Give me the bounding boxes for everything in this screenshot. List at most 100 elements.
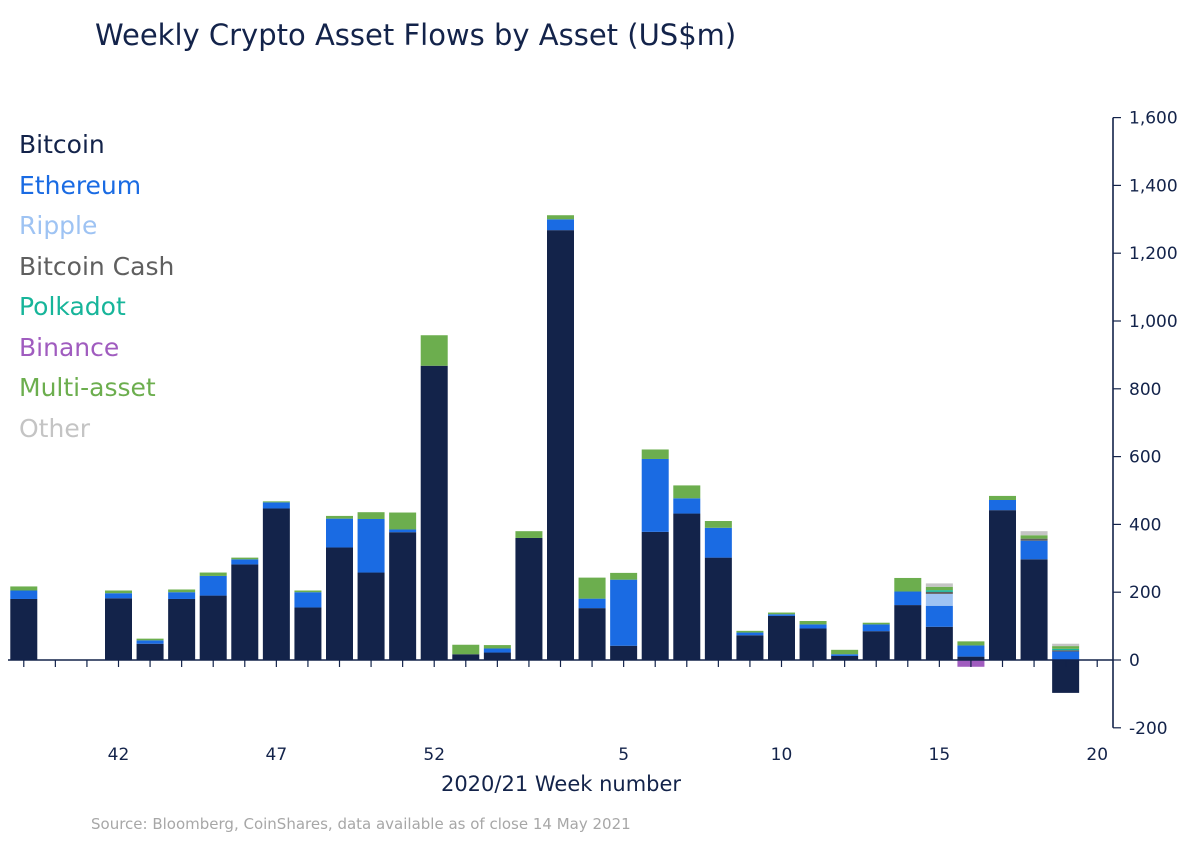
legend-item-other: Other	[19, 413, 90, 443]
bar-ethereum-week-42	[105, 593, 132, 599]
y-tick-label-1600: 1,600	[1129, 109, 1178, 129]
bar-multi-asset-week-4	[578, 577, 606, 599]
bar-bitcoin-week-7	[673, 513, 701, 660]
bar-ethereum-week-43	[136, 640, 164, 644]
bar-multi-asset-week-46	[231, 557, 259, 560]
bar-ethereum-week-14	[894, 591, 922, 606]
bar-other-week-18	[1020, 531, 1048, 536]
bar-multi-asset-week-44	[168, 589, 196, 593]
legend-item-polkadot: Polkadot	[19, 292, 126, 321]
bar-bitcoin-week-49	[326, 547, 353, 660]
bar-bitcoin-week-43	[136, 643, 164, 660]
bar-bitcoin-week-12	[831, 655, 859, 660]
bar-bitcoin-week-51	[389, 532, 417, 660]
bar-ethereum-week-45	[199, 575, 227, 596]
bar-multi-asset-week-2	[515, 531, 543, 538]
legend-item-ethereum: Ethereum	[19, 170, 142, 200]
bar-bitcoin-week-11	[799, 628, 827, 660]
bar-multi-asset-week-15	[925, 586, 953, 591]
bar-ethereum-week-5	[610, 579, 638, 646]
bar-ethereum-week-50	[357, 518, 385, 573]
bar-bitcoin-week-4	[578, 608, 606, 660]
bar-bitcoin-week-42	[105, 598, 132, 660]
bar-bitcoin-week-44	[168, 598, 196, 660]
bar-multi-asset-week-14	[894, 577, 922, 592]
x-tick-label-10: 10	[771, 745, 793, 765]
bar-ethereum-week-19	[1052, 651, 1080, 660]
bar-bitcoin-week-18	[1020, 559, 1048, 660]
bar-ethereum-week-51	[389, 529, 417, 533]
bar-ethereum-week-1	[483, 648, 511, 653]
bar-multi-asset-week-5	[610, 572, 638, 580]
bar-bitcoin-week-17	[989, 510, 1016, 660]
bar-ethereum-week-47	[262, 502, 290, 509]
bar-ethereum-week-49	[326, 518, 353, 548]
bar-multi-asset-week-53	[452, 644, 480, 655]
bar-bitcoin-week-14	[894, 605, 922, 660]
bar-ethereum-week-48	[294, 592, 322, 608]
bar-ethereum-week-12	[831, 654, 859, 656]
bar-ethereum-week-16	[957, 645, 985, 657]
bar-polkadot-week-19	[1052, 648, 1080, 651]
x-axis-label: 2020/21 Week number	[440, 772, 682, 796]
bar-bitcoin-week-45	[199, 595, 227, 660]
chart-title: Weekly Crypto Asset Flows by Asset (US$m…	[95, 18, 737, 52]
bar-ethereum-week-9	[736, 632, 764, 636]
bar-multi-asset-week-39	[10, 586, 38, 591]
legend-item-ripple: Ripple	[19, 211, 98, 240]
bar-other-week-19	[1052, 643, 1080, 647]
bar-ethereum-week-39	[10, 590, 38, 599]
bar-bitcoin-week-9	[736, 635, 764, 660]
bar-multi-asset-week-51	[389, 512, 417, 530]
bar-multi-asset-week-7	[673, 485, 701, 499]
bar-multi-asset-week-43	[136, 638, 164, 641]
x-tick-label-42: 42	[108, 745, 130, 765]
x-tick-label-47: 47	[266, 745, 288, 765]
bar-bitcoin-week-53	[452, 654, 480, 660]
bar-ethereum-week-3	[547, 219, 574, 231]
bar-multi-asset-week-49	[326, 515, 353, 519]
bar-ethereum-week-11	[799, 624, 827, 629]
bar-multi-asset-week-18	[1020, 535, 1048, 539]
bar-other-week-15	[925, 583, 953, 587]
bar-bitcoin-cash-week-15	[925, 591, 953, 594]
x-tick-label-20: 20	[1086, 745, 1108, 765]
bar-ethereum-week-6	[641, 458, 669, 532]
bar-bitcoin-cash-week-19	[1052, 650, 1080, 652]
legend-item-bitcoin-cash: Bitcoin Cash	[19, 251, 175, 281]
bar-bitcoin-week-39	[10, 598, 38, 660]
bar-ethereum-week-13	[862, 624, 890, 632]
bar-bitcoin-week-1	[483, 652, 511, 660]
legend-item-multi-asset: Multi-asset	[19, 373, 156, 402]
bar-bitcoin-week-15	[925, 626, 953, 660]
bar-multi-asset-week-12	[831, 649, 859, 655]
bar-multi-asset-week-47	[262, 501, 290, 503]
y-tick-label--200: -200	[1129, 719, 1168, 739]
legend: Bitcoin Ethereum Ripple Bitcoin Cash Pol…	[19, 128, 174, 452]
bar-ethereum-week-15	[925, 605, 953, 627]
bar-ethereum-week-7	[673, 498, 701, 514]
bar-bitcoin-week-2	[515, 537, 543, 660]
bar-multi-asset-week-52	[420, 335, 448, 366]
bar-multi-asset-week-17	[989, 495, 1016, 500]
y-tick-label-400: 400	[1129, 515, 1161, 535]
bar-multi-asset-week-13	[862, 622, 890, 625]
y-tick-label-600: 600	[1129, 448, 1161, 468]
bar-multi-asset-week-11	[799, 621, 827, 625]
bar-multi-asset-week-8	[704, 521, 732, 528]
bar-bitcoin-week-3	[547, 230, 574, 660]
bar-multi-asset-week-19	[1052, 646, 1080, 649]
bar-multi-asset-week-16	[957, 641, 985, 646]
bar-multi-asset-week-50	[357, 512, 385, 519]
y-tick-label-800: 800	[1129, 380, 1161, 400]
bar-bitcoin-week-13	[862, 631, 890, 660]
bar-bitcoin-week-5	[610, 645, 638, 660]
x-tick-label-5: 5	[618, 745, 629, 765]
bar-multi-asset-week-9	[736, 630, 764, 633]
bar-bitcoin-week-47	[262, 508, 290, 660]
x-tick-label-15: 15	[929, 745, 951, 765]
bar-polkadot-week-15	[925, 590, 953, 592]
bar-bitcoin-week-10	[768, 615, 795, 660]
bar-bitcoin-week-50	[357, 572, 385, 660]
